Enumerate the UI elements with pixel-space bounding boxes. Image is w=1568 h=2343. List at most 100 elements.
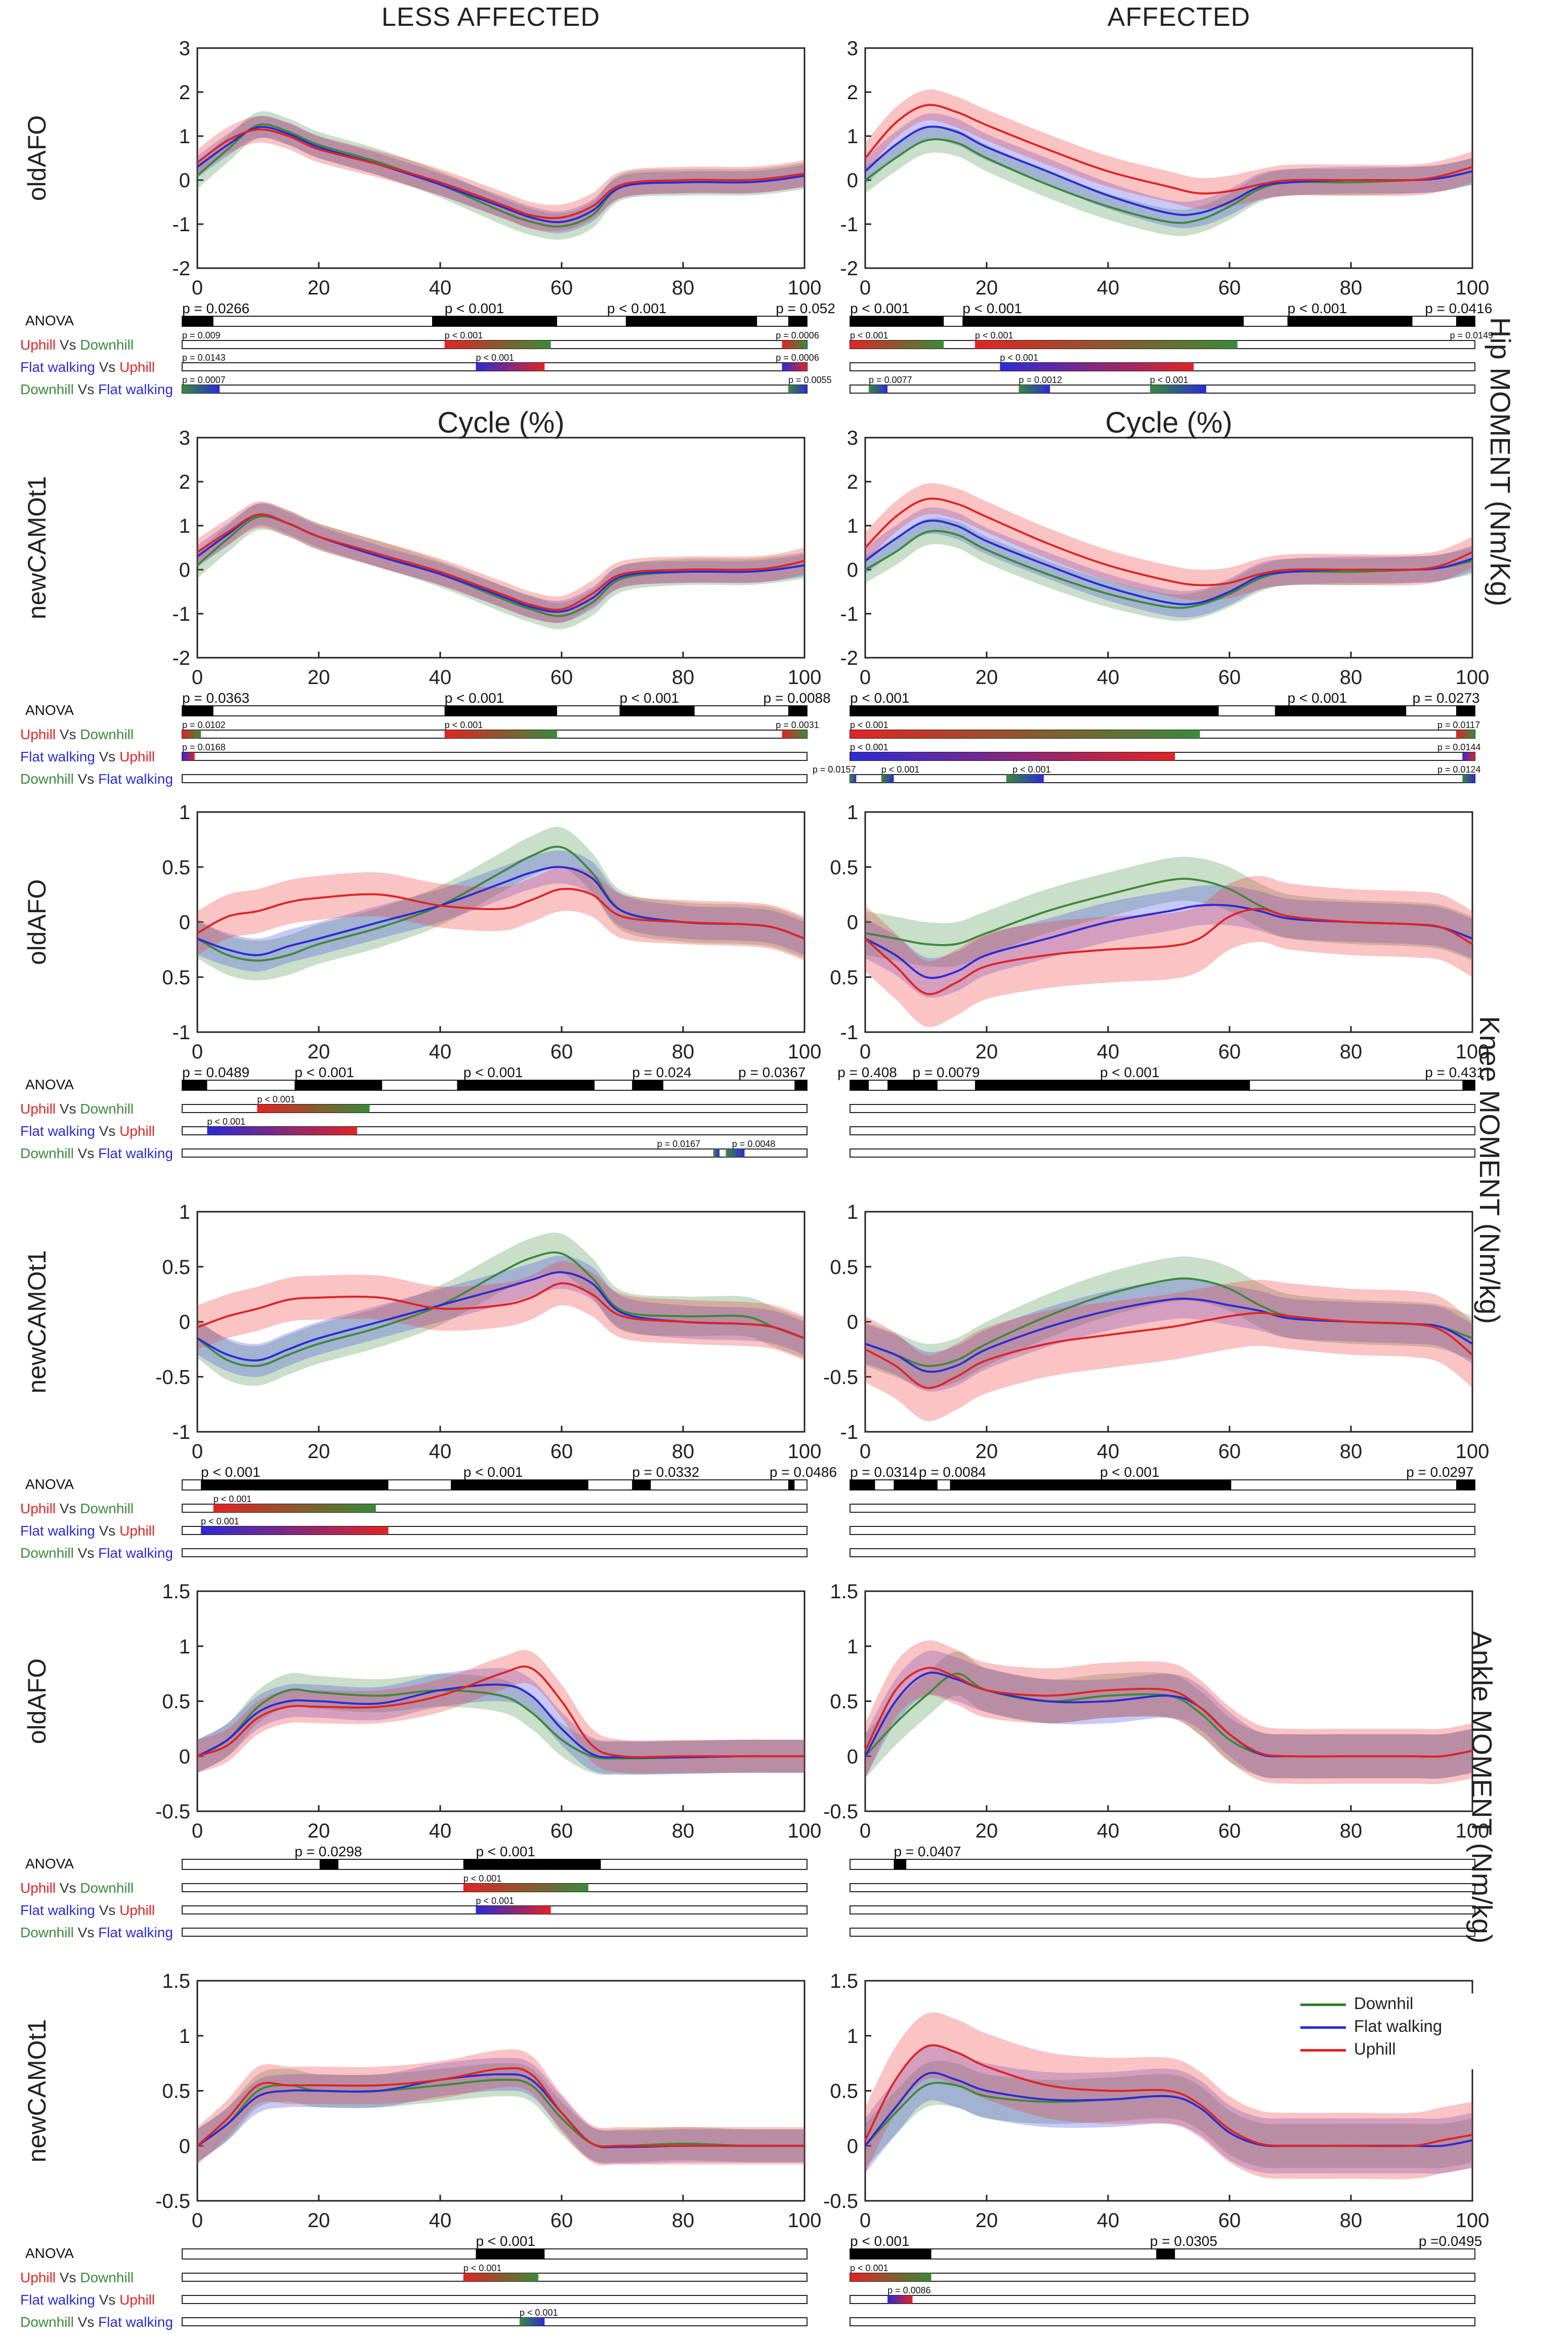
x-tick-label: 20 <box>976 1820 998 1842</box>
posthoc-segment-c2 <box>182 752 195 760</box>
x-tick-label: 20 <box>976 277 998 299</box>
anova-p-label: p = 0.0084 <box>919 1464 986 1480</box>
ankle-side-title: Ankle MOMENT (Nm/kg) <box>1466 1631 1498 1944</box>
stats-label-part: Flat walking <box>20 1123 95 1139</box>
anova-p-label: p < 0.001 <box>620 690 680 706</box>
x-tick-label: 80 <box>672 2209 695 2232</box>
stats-label-part: Downhill <box>80 2270 134 2285</box>
stats-label-part: Vs <box>95 2292 119 2308</box>
posthoc-p-label: p = 0.0167 <box>657 1139 701 1149</box>
y-tick-label: 1 <box>179 125 190 148</box>
x-tick-label: 0 <box>192 1820 203 1842</box>
x-tick-label: 20 <box>308 277 330 299</box>
series-line-downhill <box>196 1251 805 1367</box>
anova-p-label: p = 0.0314 <box>850 1464 917 1480</box>
x-tick-label: 40 <box>429 1041 452 1063</box>
x-tick-label: 80 <box>672 1820 695 1842</box>
stats-track-c3 <box>850 774 1475 783</box>
x-tick-label: 60 <box>1218 277 1241 299</box>
anova-segment <box>788 1480 795 1490</box>
anova-p-label: p < 0.001 <box>294 1064 354 1080</box>
x-tick-label: 20 <box>308 2209 330 2232</box>
anova-p-label: p = 0.0266 <box>182 301 249 316</box>
posthoc-segment-c2 <box>850 752 1175 760</box>
posthoc-segment-c1 <box>257 1104 370 1113</box>
y-tick-label: 1.5 <box>830 1581 858 1603</box>
anova-segment <box>451 1480 588 1490</box>
x-tick-label: 0 <box>860 666 871 689</box>
anova-segment <box>887 1080 938 1090</box>
stats-label-c1: Uphill Vs Downhill <box>20 1101 134 1117</box>
y-tick-label: 0 <box>179 1745 190 1768</box>
anova-p-label: p = 0.0363 <box>182 690 249 706</box>
stats-label-part: Downhill <box>20 381 74 397</box>
stats-label-c3: Downhill Vs Flat walking <box>20 381 173 397</box>
stats-label-anova: ANOVA <box>25 313 74 328</box>
cycle-axis-label: Cycle (%) <box>437 406 564 439</box>
anova-segment <box>788 706 807 716</box>
stats-label-c3: Downhill Vs Flat walking <box>20 1925 173 1940</box>
band-flat <box>865 1650 1472 1779</box>
y-tick-label: 2 <box>179 81 190 104</box>
x-tick-label: 100 <box>1456 666 1490 689</box>
series-line-uphill <box>865 1312 1473 1389</box>
y-tick-label: 0.5 <box>830 1691 858 1713</box>
posthoc-segment-c2 <box>201 1526 389 1535</box>
band-downhill <box>865 2061 1472 2168</box>
stats-track-c2 <box>182 752 808 761</box>
posthoc-segment-c1 <box>444 730 557 738</box>
y-tick-label: -0.5 <box>823 1366 858 1388</box>
posthoc-p-label: p < 0.001 <box>463 2263 502 2273</box>
anova-p-label: p < 0.001 <box>607 301 667 316</box>
x-tick-label: 20 <box>308 1440 330 1463</box>
anova-p-label: p < 0.001 <box>1100 1064 1160 1080</box>
posthoc-segment-c3 <box>519 2318 545 2326</box>
posthoc-segment-c3 <box>1019 385 1050 393</box>
posthoc-p-label: p = 0.0117 <box>1437 720 1480 730</box>
stats-label-part: Vs <box>74 771 98 787</box>
posthoc-segment-c3 <box>788 385 807 393</box>
y-tick-label: 1 <box>847 801 858 824</box>
posthoc-p-label: p < 0.001 <box>257 1094 295 1104</box>
stats-label-c1: Uphill Vs Downhill <box>20 337 134 353</box>
y-tick-label: -0.5 <box>823 1801 858 1823</box>
series-line-uphill <box>196 513 805 611</box>
band-downhill <box>197 503 804 629</box>
legend-swatch-downhill <box>1300 2003 1346 2006</box>
stats-label-anova: ANOVA <box>25 1077 74 1092</box>
stats-label-c2: Flat walking Vs Uphill <box>20 1123 155 1139</box>
stats-label-part: Vs <box>56 1501 80 1516</box>
y-tick-label: 0 <box>179 912 190 934</box>
x-tick-label: 100 <box>788 1820 822 1842</box>
anova-p-label: p = 0.0332 <box>632 1464 699 1480</box>
posthoc-p-label: p = 0.0006 <box>776 330 819 340</box>
stats-label-part: Vs <box>95 359 119 375</box>
stats-label-part: Uphill <box>119 2292 155 2308</box>
anova-segment <box>1156 2249 1175 2259</box>
band-uphill <box>865 876 1472 1028</box>
band-uphill <box>197 1650 804 1774</box>
x-tick-label: 60 <box>550 2209 573 2232</box>
anova-p-label: p = 0.0367 <box>738 1064 806 1080</box>
y-tick-label: -2 <box>840 258 858 280</box>
stats-label-c1: Uphill Vs Downhill <box>20 727 134 742</box>
posthoc-segment-c1 <box>850 2273 931 2281</box>
x-tick-label: 40 <box>1097 666 1120 689</box>
band-uphill <box>197 501 804 623</box>
anova-segment <box>182 1080 207 1090</box>
posthoc-segment-c1 <box>1456 730 1475 738</box>
anova-segment <box>632 1480 651 1490</box>
x-tick-label: 100 <box>1456 277 1490 299</box>
anova-segment <box>319 1859 338 1869</box>
x-tick-label: 0 <box>192 2209 203 2232</box>
anova-segment <box>1456 706 1475 716</box>
x-tick-label: 80 <box>1340 1820 1363 1842</box>
anova-segment <box>850 2249 931 2259</box>
anova-segment <box>975 1080 1250 1090</box>
stats-label-part: Vs <box>56 727 80 742</box>
x-tick-label: 0 <box>860 2209 871 2232</box>
x-tick-label: 0 <box>192 666 203 689</box>
cycle-axis-label: Cycle (%) <box>1105 406 1232 439</box>
anova-segment <box>788 316 807 326</box>
y-tick-label: 0 <box>179 2135 190 2157</box>
